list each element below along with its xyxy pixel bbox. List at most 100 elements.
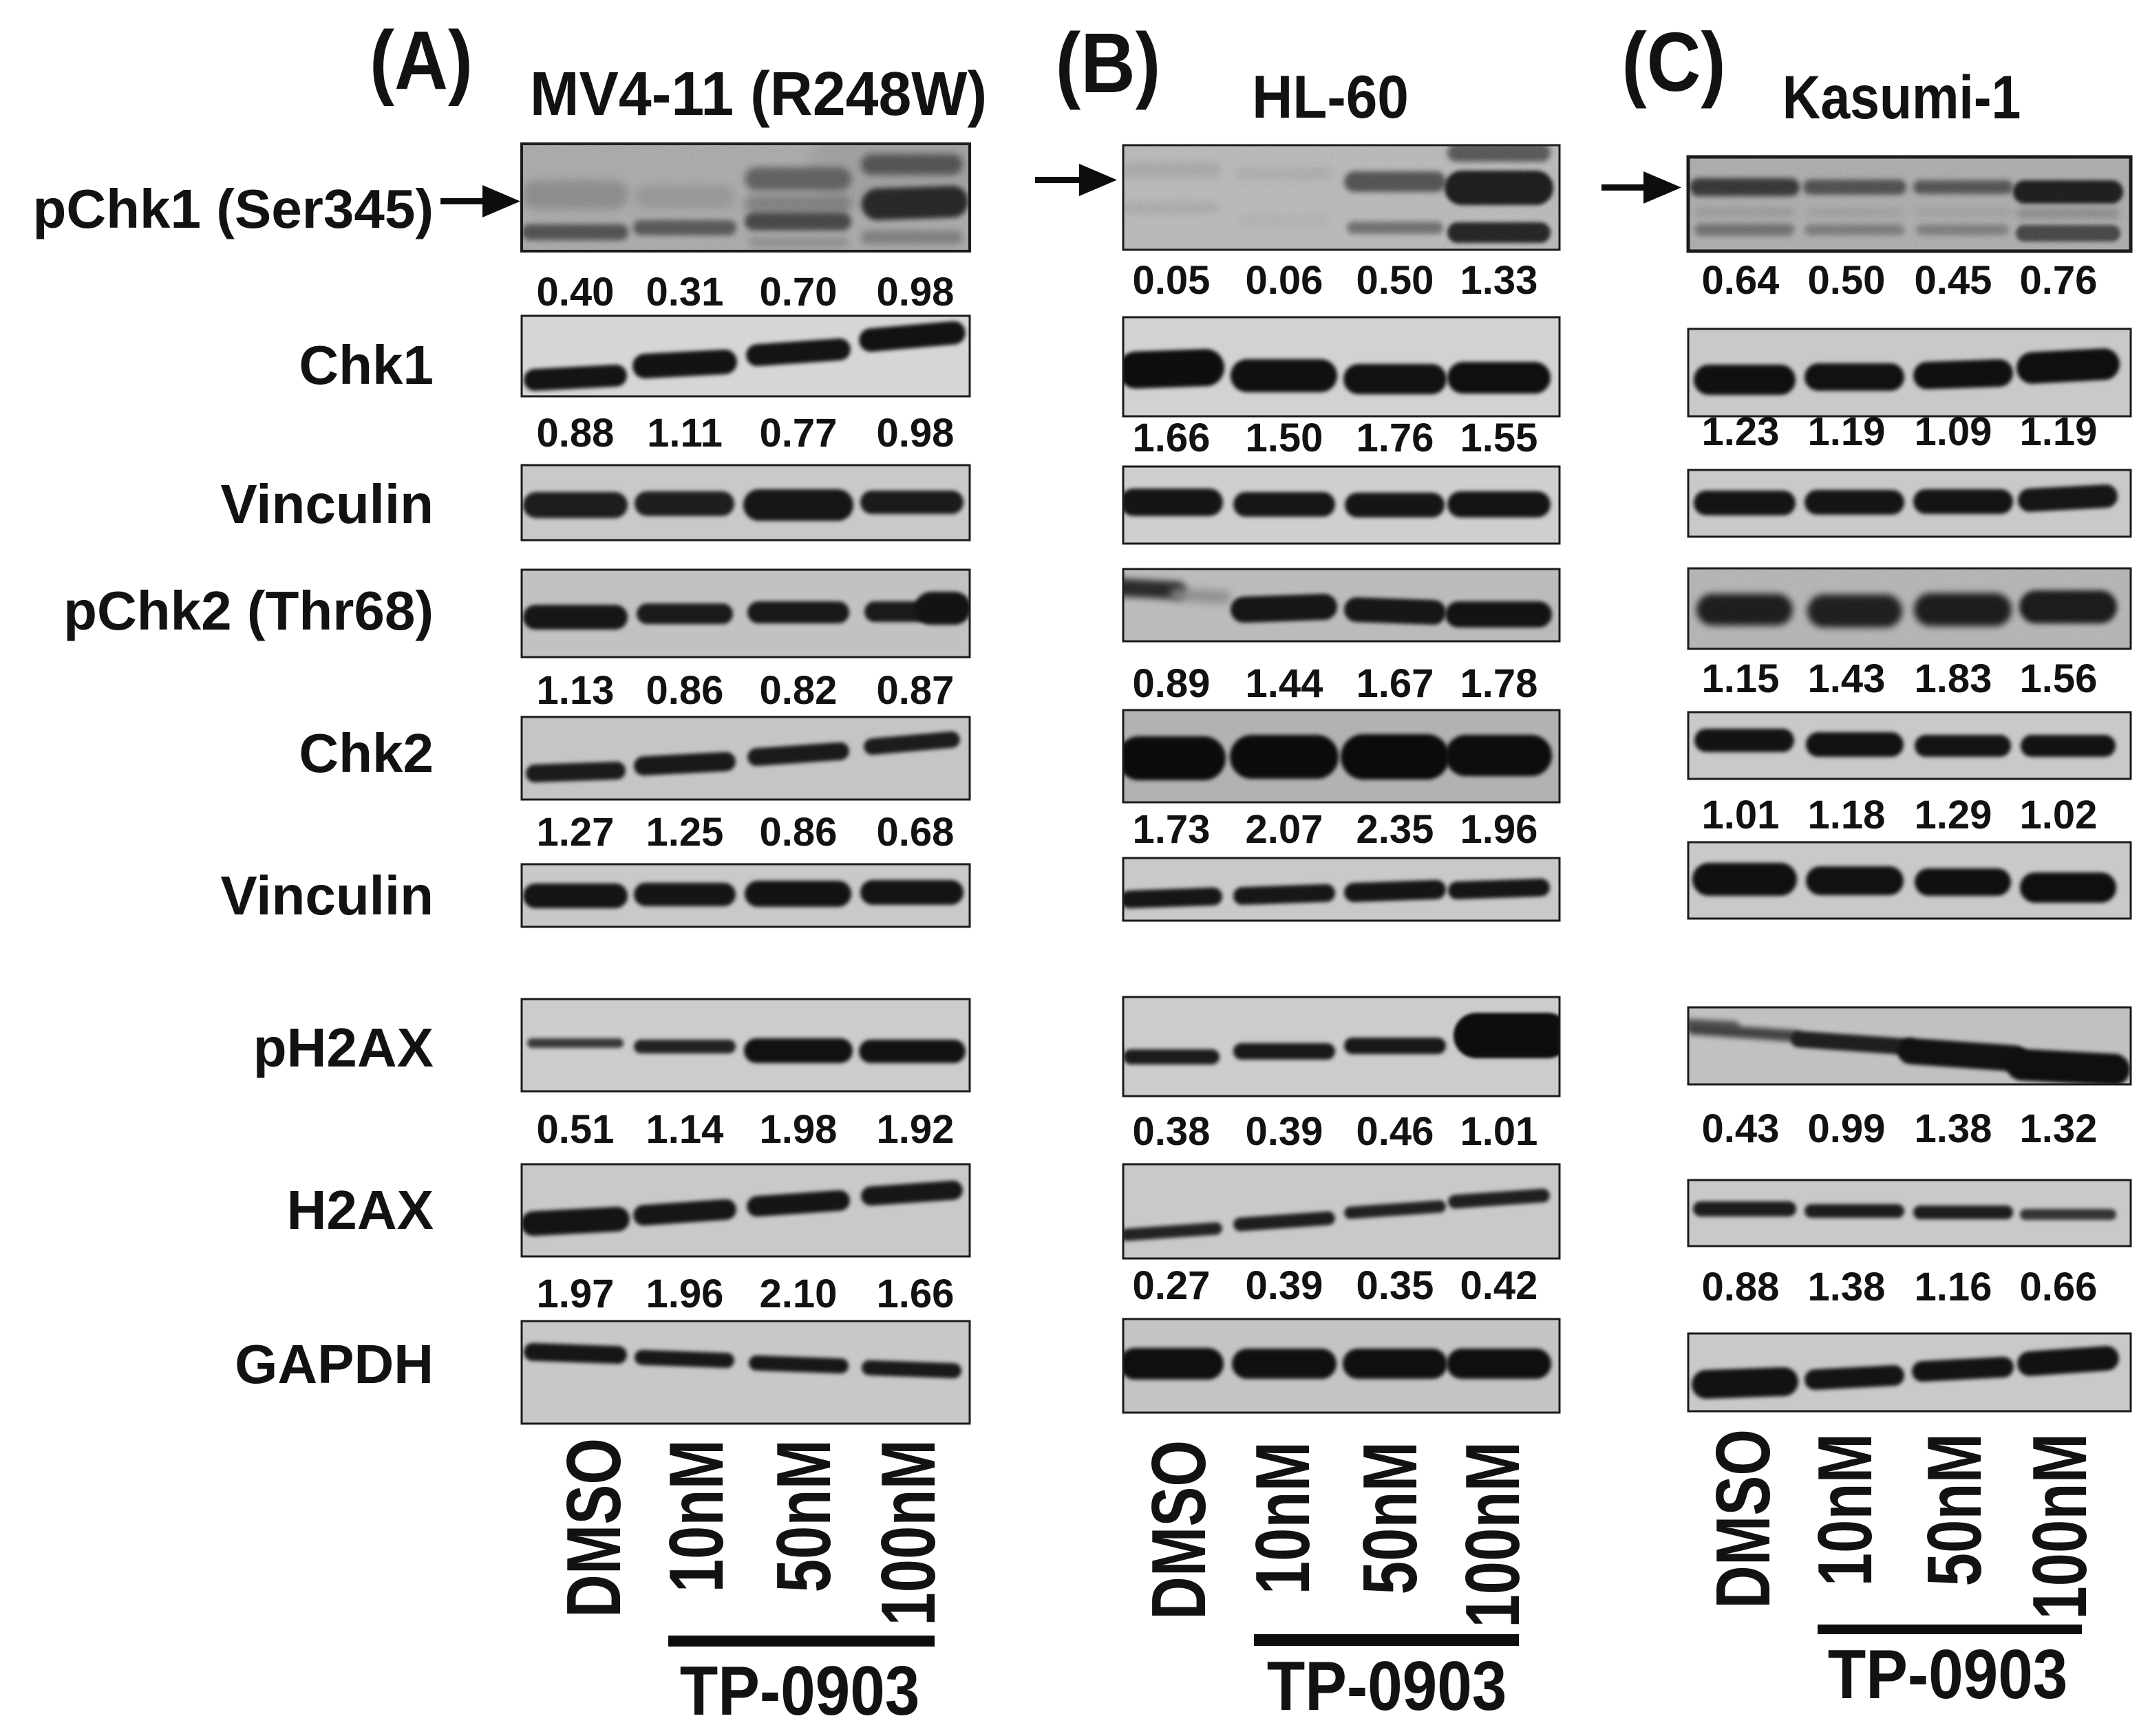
svg-text:0.76: 0.76 (2020, 258, 2098, 303)
svg-text:1.09: 1.09 (1915, 409, 1992, 454)
svg-text:0.89: 0.89 (1133, 661, 1211, 706)
svg-text:Kasumi-1: Kasumi-1 (1782, 63, 2021, 132)
svg-text:1.96: 1.96 (646, 1272, 724, 1316)
svg-text:0.98: 0.98 (877, 270, 955, 314)
svg-text:0.86: 0.86 (760, 810, 838, 855)
svg-text:1.38: 1.38 (1808, 1265, 1886, 1309)
svg-text:0.39: 0.39 (1246, 1263, 1323, 1308)
svg-text:1.18: 1.18 (1808, 793, 1886, 837)
svg-text:DMSO: DMSO (1701, 1429, 1787, 1609)
svg-text:1.76: 1.76 (1356, 416, 1434, 460)
svg-text:0.43: 0.43 (1702, 1106, 1780, 1151)
svg-text:0.66: 0.66 (2020, 1265, 2098, 1309)
svg-text:1.16: 1.16 (1915, 1265, 1992, 1309)
svg-text:100nM: 100nM (1451, 1442, 1536, 1628)
svg-text:0.46: 0.46 (1356, 1109, 1434, 1154)
svg-text:pChk2 (Thr68): pChk2 (Thr68) (63, 580, 434, 641)
svg-text:2.10: 2.10 (760, 1272, 838, 1316)
svg-text:1.55: 1.55 (1460, 416, 1538, 460)
svg-text:0.70: 0.70 (760, 270, 838, 314)
svg-text:50nM: 50nM (1913, 1433, 1998, 1586)
svg-text:1.11: 1.11 (647, 411, 723, 456)
svg-text:1.78: 1.78 (1460, 661, 1538, 706)
svg-text:1.98: 1.98 (760, 1107, 838, 1152)
svg-text:10nM: 10nM (1803, 1433, 1888, 1586)
svg-text:1.32: 1.32 (2020, 1106, 2098, 1151)
svg-text:1.92: 1.92 (877, 1107, 955, 1152)
svg-text:50nM: 50nM (1348, 1442, 1434, 1594)
svg-text:0.39: 0.39 (1246, 1109, 1323, 1154)
svg-text:0.99: 0.99 (1808, 1106, 1886, 1151)
svg-text:1.38: 1.38 (1915, 1106, 1992, 1151)
svg-text:1.66: 1.66 (877, 1272, 955, 1316)
svg-text:0.35: 0.35 (1356, 1263, 1434, 1308)
svg-text:0.68: 0.68 (877, 810, 955, 855)
svg-text:TP-0903: TP-0903 (1267, 1648, 1507, 1725)
svg-text:TP-0903: TP-0903 (1828, 1636, 2068, 1713)
svg-text:1.96: 1.96 (1460, 807, 1538, 852)
svg-text:0.87: 0.87 (877, 668, 955, 713)
svg-text:0.86: 0.86 (646, 668, 724, 713)
svg-text:0.98: 0.98 (877, 411, 955, 456)
svg-text:0.27: 0.27 (1133, 1263, 1211, 1308)
svg-text:1.50: 1.50 (1246, 416, 1323, 460)
svg-text:100nM: 100nM (2018, 1433, 2103, 1620)
svg-text:0.38: 0.38 (1133, 1109, 1211, 1154)
svg-text:100nM: 100nM (866, 1439, 952, 1626)
svg-text:0.50: 0.50 (1356, 258, 1434, 303)
svg-text:Chk1: Chk1 (299, 334, 434, 396)
svg-text:0.64: 0.64 (1702, 258, 1780, 303)
svg-text:0.77: 0.77 (760, 411, 838, 456)
svg-text:1.19: 1.19 (2020, 409, 2098, 454)
svg-text:1.73: 1.73 (1133, 807, 1211, 852)
svg-text:1.25: 1.25 (646, 810, 724, 855)
svg-text:1.44: 1.44 (1246, 661, 1323, 706)
svg-text:1.66: 1.66 (1133, 416, 1211, 460)
svg-text:2.35: 2.35 (1356, 807, 1434, 852)
svg-text:pH2AX: pH2AX (253, 1017, 434, 1078)
svg-text:1.97: 1.97 (537, 1272, 615, 1316)
svg-text:10nM: 10nM (1241, 1442, 1326, 1594)
svg-text:1.01: 1.01 (1702, 793, 1780, 837)
svg-text:0.88: 0.88 (537, 411, 615, 456)
svg-text:0.06: 0.06 (1246, 258, 1323, 303)
svg-text:0.31: 0.31 (646, 270, 724, 314)
svg-text:1.33: 1.33 (1460, 258, 1538, 303)
svg-text:1.19: 1.19 (1808, 409, 1886, 454)
svg-text:0.82: 0.82 (760, 668, 838, 713)
svg-text:0.40: 0.40 (537, 270, 615, 314)
svg-text:1.01: 1.01 (1460, 1109, 1538, 1154)
svg-text:1.14: 1.14 (646, 1107, 724, 1152)
svg-text:1.02: 1.02 (2020, 793, 2098, 837)
svg-text:1.27: 1.27 (537, 810, 615, 855)
svg-text:50nM: 50nM (762, 1439, 847, 1592)
svg-text:Vinculin: Vinculin (220, 473, 434, 535)
svg-text:(A): (A) (370, 14, 473, 107)
svg-text:10nM: 10nM (654, 1439, 740, 1592)
svg-text:DMSO: DMSO (1137, 1440, 1222, 1620)
svg-text:1.23: 1.23 (1702, 409, 1780, 454)
svg-text:1.67: 1.67 (1356, 661, 1434, 706)
svg-text:1.29: 1.29 (1915, 793, 1992, 837)
svg-text:(B): (B) (1056, 15, 1161, 110)
svg-text:H2AX: H2AX (287, 1179, 434, 1241)
svg-text:0.45: 0.45 (1915, 258, 1992, 303)
svg-text:MV4-11 (R248W): MV4-11 (R248W) (530, 58, 987, 128)
svg-text:1.13: 1.13 (537, 668, 615, 713)
svg-text:0.50: 0.50 (1808, 258, 1886, 303)
svg-text:DMSO: DMSO (552, 1438, 637, 1618)
svg-text:(C): (C) (1621, 14, 1725, 109)
svg-text:0.42: 0.42 (1460, 1263, 1538, 1308)
svg-text:2.07: 2.07 (1246, 807, 1323, 852)
svg-text:HL-60: HL-60 (1252, 63, 1409, 130)
svg-text:GAPDH: GAPDH (235, 1333, 434, 1395)
svg-text:1.56: 1.56 (2020, 656, 2098, 701)
svg-text:Vinculin: Vinculin (220, 865, 434, 926)
svg-text:0.05: 0.05 (1133, 258, 1211, 303)
svg-text:1.83: 1.83 (1915, 656, 1992, 701)
svg-text:1.43: 1.43 (1808, 656, 1886, 701)
svg-text:1.15: 1.15 (1702, 656, 1780, 701)
svg-text:Chk2: Chk2 (299, 722, 434, 784)
svg-text:0.51: 0.51 (537, 1107, 615, 1152)
svg-text:pChk1 (Ser345): pChk1 (Ser345) (33, 178, 434, 239)
